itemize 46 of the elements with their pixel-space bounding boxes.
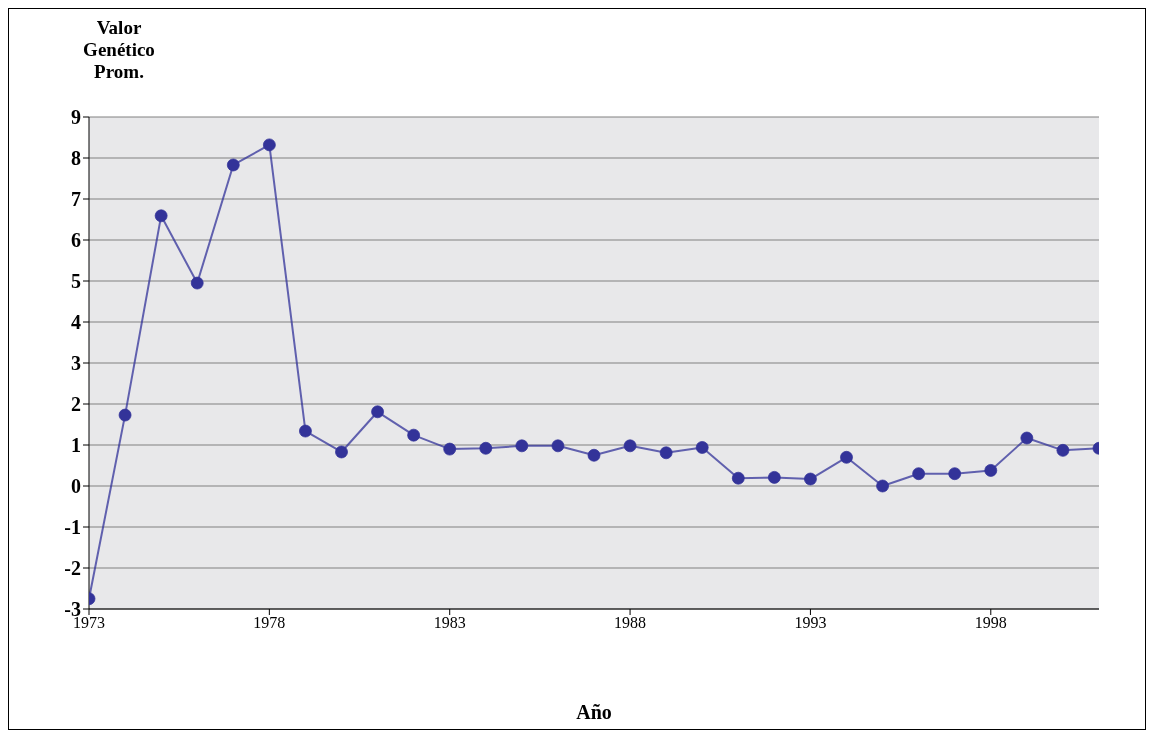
y-tick-label: -2 — [64, 557, 81, 580]
y-tick-label: 9 — [71, 106, 81, 129]
point — [262, 138, 276, 152]
x-tick-label: 1993 — [794, 614, 827, 632]
point — [623, 439, 637, 453]
point — [407, 428, 421, 442]
y-tick-label: 5 — [71, 270, 81, 293]
y-axis-title: Valor Genético Prom. — [82, 17, 156, 83]
point — [1056, 443, 1070, 457]
y-tick-label: -1 — [64, 516, 81, 539]
x-tick-label: 1978 — [253, 614, 286, 632]
y-tick-label: 2 — [71, 393, 81, 416]
point — [298, 424, 312, 438]
x-tick-label: 1983 — [433, 614, 466, 632]
point — [226, 158, 240, 172]
point — [767, 470, 781, 484]
point — [1020, 431, 1034, 445]
point — [948, 467, 962, 481]
point — [515, 439, 529, 453]
point — [587, 448, 601, 462]
y-tick-label: 6 — [71, 229, 81, 252]
point — [984, 463, 998, 477]
y-tick-label: 8 — [71, 147, 81, 170]
point — [443, 442, 457, 456]
x-tick-label: 1988 — [614, 614, 647, 632]
x-tick-label: 1998 — [974, 614, 1007, 632]
point — [731, 471, 745, 485]
point — [335, 445, 348, 459]
x-axis-title: Año — [575, 701, 613, 724]
point — [551, 439, 565, 453]
point — [371, 405, 385, 419]
point — [479, 441, 493, 455]
point — [840, 450, 853, 464]
y-tick-label: 0 — [71, 475, 81, 498]
y-tick-label: 1 — [71, 434, 81, 457]
point — [659, 446, 673, 460]
y-tick-label: 3 — [71, 352, 81, 375]
point — [154, 209, 168, 223]
point — [695, 440, 709, 454]
y-tick-label: 7 — [71, 188, 81, 211]
y-tick-label: 4 — [71, 311, 81, 334]
point — [876, 479, 890, 493]
point — [912, 467, 926, 481]
point — [803, 472, 817, 486]
point — [118, 408, 132, 422]
point — [190, 276, 204, 290]
